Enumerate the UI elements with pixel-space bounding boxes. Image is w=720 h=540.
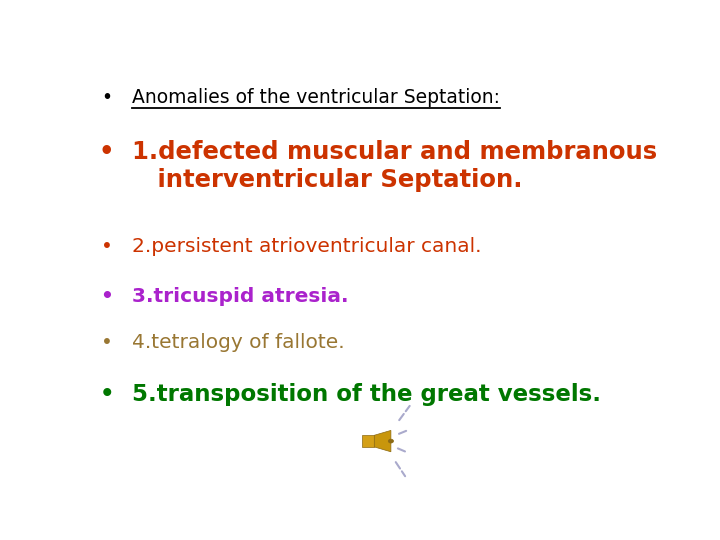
Text: •: • <box>100 287 113 306</box>
Circle shape <box>388 439 394 443</box>
Text: •: • <box>102 87 112 107</box>
Text: 3.tricuspid atresia.: 3.tricuspid atresia. <box>132 287 348 306</box>
Text: Anomalies of the ventricular Septation:: Anomalies of the ventricular Septation: <box>132 87 500 107</box>
Text: 2.persistent atrioventricular canal.: 2.persistent atrioventricular canal. <box>132 238 482 256</box>
Text: 4.tetralogy of fallote.: 4.tetralogy of fallote. <box>132 333 344 352</box>
Text: 1.defected muscular and membranous
   interventricular Septation.: 1.defected muscular and membranous inter… <box>132 140 657 192</box>
Text: •: • <box>99 140 114 164</box>
Text: 5.transposition of the great vessels.: 5.transposition of the great vessels. <box>132 383 601 406</box>
Text: •: • <box>99 383 114 406</box>
Polygon shape <box>362 435 374 447</box>
Text: •: • <box>101 238 112 256</box>
Polygon shape <box>374 430 391 452</box>
Text: •: • <box>101 333 112 352</box>
